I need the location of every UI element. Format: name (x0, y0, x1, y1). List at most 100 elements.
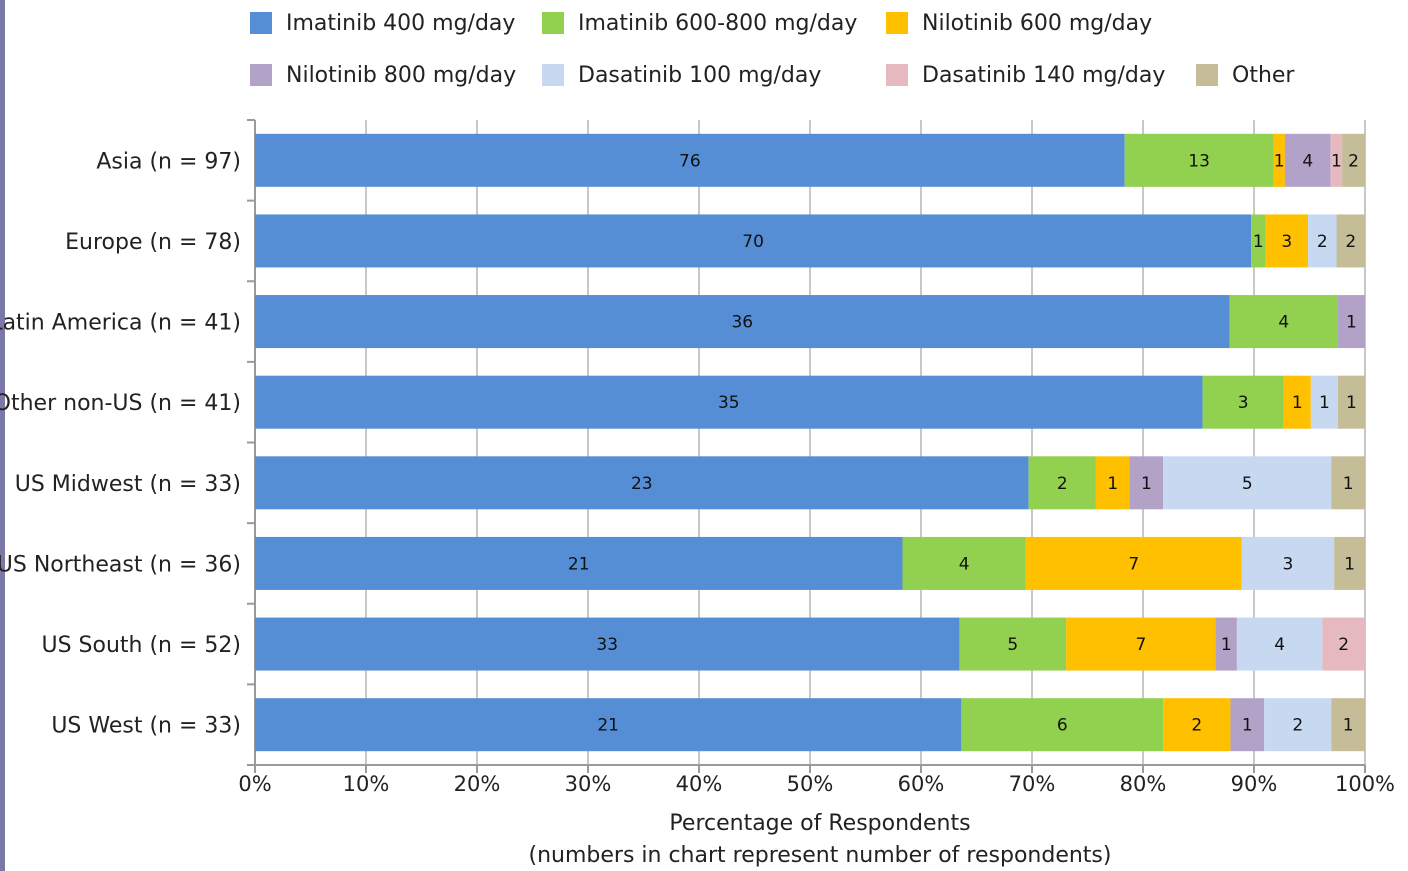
bar-segment (1284, 133, 1331, 187)
bar-segment (1264, 698, 1332, 752)
bar-data-label: 21 (568, 554, 590, 574)
x-tick-label: 0% (238, 772, 271, 796)
bar-segment (1028, 456, 1096, 510)
y-category-label: Other non-US (n = 41) (0, 391, 241, 416)
bar-data-label: 1 (1253, 232, 1264, 252)
legend-label: Dasatinib 100 mg/day (578, 62, 822, 88)
x-tick-label: 30% (565, 772, 612, 796)
bar-segment (1025, 536, 1242, 590)
bar-segment (1330, 133, 1343, 187)
legend-item-dasatinib-100: Dasatinib 100 mg/day (542, 60, 821, 90)
y-category-label: US West (n = 33) (51, 714, 241, 739)
bar-data-label: 2 (1191, 716, 1202, 736)
legend-swatch (250, 12, 272, 34)
bar-segment (1066, 617, 1216, 671)
bar-data-label: 1 (1319, 393, 1330, 413)
legend-swatch (886, 12, 908, 34)
y-category-label: US Northeast (n = 36) (0, 552, 241, 577)
bar-data-label: 70 (742, 232, 764, 252)
x-tick-label: 10% (343, 772, 390, 796)
bar-segment (1308, 214, 1337, 268)
bar-segment (255, 214, 1252, 268)
bar-data-label: 13 (1188, 151, 1210, 171)
bar-segment (1273, 133, 1285, 187)
bar-data-label: 1 (1346, 313, 1357, 333)
y-category-label: Europe (n = 78) (65, 230, 241, 255)
bar-data-label: 1 (1107, 474, 1118, 494)
legend-item-imatinib-600-800: Imatinib 600-800 mg/day (542, 8, 857, 38)
bar-data-label: 35 (718, 393, 740, 413)
bar-data-label: 7 (1135, 635, 1146, 655)
legend-swatch (542, 64, 564, 86)
x-axis-note: (numbers in chart represent number of re… (528, 843, 1112, 868)
bar-segment (1124, 133, 1274, 187)
legend-swatch (250, 64, 272, 86)
x-tick-label: 40% (676, 772, 723, 796)
legend-item-dasatinib-140: Dasatinib 140 mg/day (886, 60, 1165, 90)
bar-segment (1229, 295, 1338, 349)
legend-swatch (886, 64, 908, 86)
bar-data-label: 2 (1317, 232, 1328, 252)
bar-segment (1337, 295, 1365, 349)
legend-label: Imatinib 600-800 mg/day (578, 10, 858, 36)
bar-data-label: 3 (1238, 393, 1249, 413)
x-tick-label: 80% (1120, 772, 1167, 796)
bar-data-label: 1 (1221, 635, 1232, 655)
x-axis-title: Percentage of Respondents (669, 811, 971, 836)
bar-segment (1202, 375, 1284, 429)
bar-segment (959, 617, 1067, 671)
bar-data-label: 21 (597, 716, 619, 736)
x-tick-label: 20% (454, 772, 501, 796)
x-tick-label: 60% (898, 772, 945, 796)
bar-segment (902, 536, 1026, 590)
bar-data-label: 4 (1274, 635, 1285, 655)
bar-segment (1230, 698, 1265, 752)
bar-data-label: 1 (1242, 716, 1253, 736)
x-tick-label: 100% (1335, 772, 1395, 796)
legend-swatch (542, 12, 564, 34)
bar-segment (961, 698, 1164, 752)
bar-data-label: 1 (1343, 716, 1354, 736)
legend-label: Dasatinib 140 mg/day (922, 62, 1166, 88)
legend-item-nilotinib-800: Nilotinib 800 mg/day (250, 60, 516, 90)
bar-segment (1241, 536, 1335, 590)
bar-data-label: 1 (1344, 554, 1355, 574)
bar-segment (1283, 375, 1311, 429)
bar-data-label: 2 (1348, 151, 1359, 171)
legend-label: Nilotinib 800 mg/day (286, 62, 517, 88)
bar-segment (1163, 698, 1231, 752)
x-tick-label: 90% (1231, 772, 1278, 796)
bar-segment (1095, 456, 1130, 510)
bar-data-label: 5 (1242, 474, 1253, 494)
bar-data-label: 2 (1292, 716, 1303, 736)
bar-segment (1331, 456, 1365, 510)
bar-segment (1322, 617, 1365, 671)
legend-item-other: Other (1196, 60, 1294, 90)
legend-item-imatinib-400: Imatinib 400 mg/day (250, 8, 515, 38)
bar-data-label: 33 (596, 635, 618, 655)
bar-segment (1215, 617, 1237, 671)
bar-segment (1236, 617, 1323, 671)
y-category-label: Asia (n = 97) (96, 149, 241, 174)
legend-label: Other (1232, 62, 1295, 88)
bar-data-label: 7 (1128, 554, 1139, 574)
bar-segment (1129, 456, 1164, 510)
legend-item-nilotinib-600: Nilotinib 600 mg/day (886, 8, 1152, 38)
bar-segment (255, 456, 1029, 510)
bar-data-label: 4 (1278, 313, 1289, 333)
legend: Imatinib 400 mg/day Imatinib 600-800 mg/… (0, 0, 1408, 110)
bar-data-label: 36 (731, 313, 753, 333)
bar-segment (1336, 214, 1365, 268)
x-tick-label: 50% (787, 772, 834, 796)
bar-data-label: 1 (1274, 151, 1285, 171)
bar-data-label: 4 (959, 554, 970, 574)
bar-data-label: 6 (1057, 716, 1068, 736)
bar-data-label: 23 (631, 474, 653, 494)
y-category-label: US Midwest (n = 33) (15, 472, 241, 497)
bar-segment (1337, 375, 1365, 429)
bar-data-label: 4 (1302, 151, 1313, 171)
bar-segment (255, 617, 960, 671)
bar-segment (1310, 375, 1338, 429)
y-category-label: Latin America (n = 41) (0, 311, 241, 336)
